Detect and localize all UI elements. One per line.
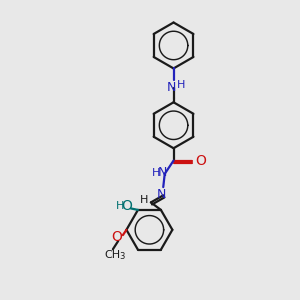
Text: O: O: [121, 199, 132, 213]
Text: N: N: [167, 81, 176, 94]
Text: H: H: [177, 80, 185, 90]
Text: CH: CH: [105, 250, 121, 260]
Text: N: N: [158, 166, 167, 179]
Text: H: H: [116, 201, 124, 211]
Text: H: H: [152, 168, 160, 178]
Text: O: O: [112, 230, 122, 244]
Text: H: H: [140, 195, 148, 205]
Text: O: O: [195, 154, 206, 168]
Text: N: N: [157, 188, 166, 201]
Text: 3: 3: [119, 252, 125, 261]
